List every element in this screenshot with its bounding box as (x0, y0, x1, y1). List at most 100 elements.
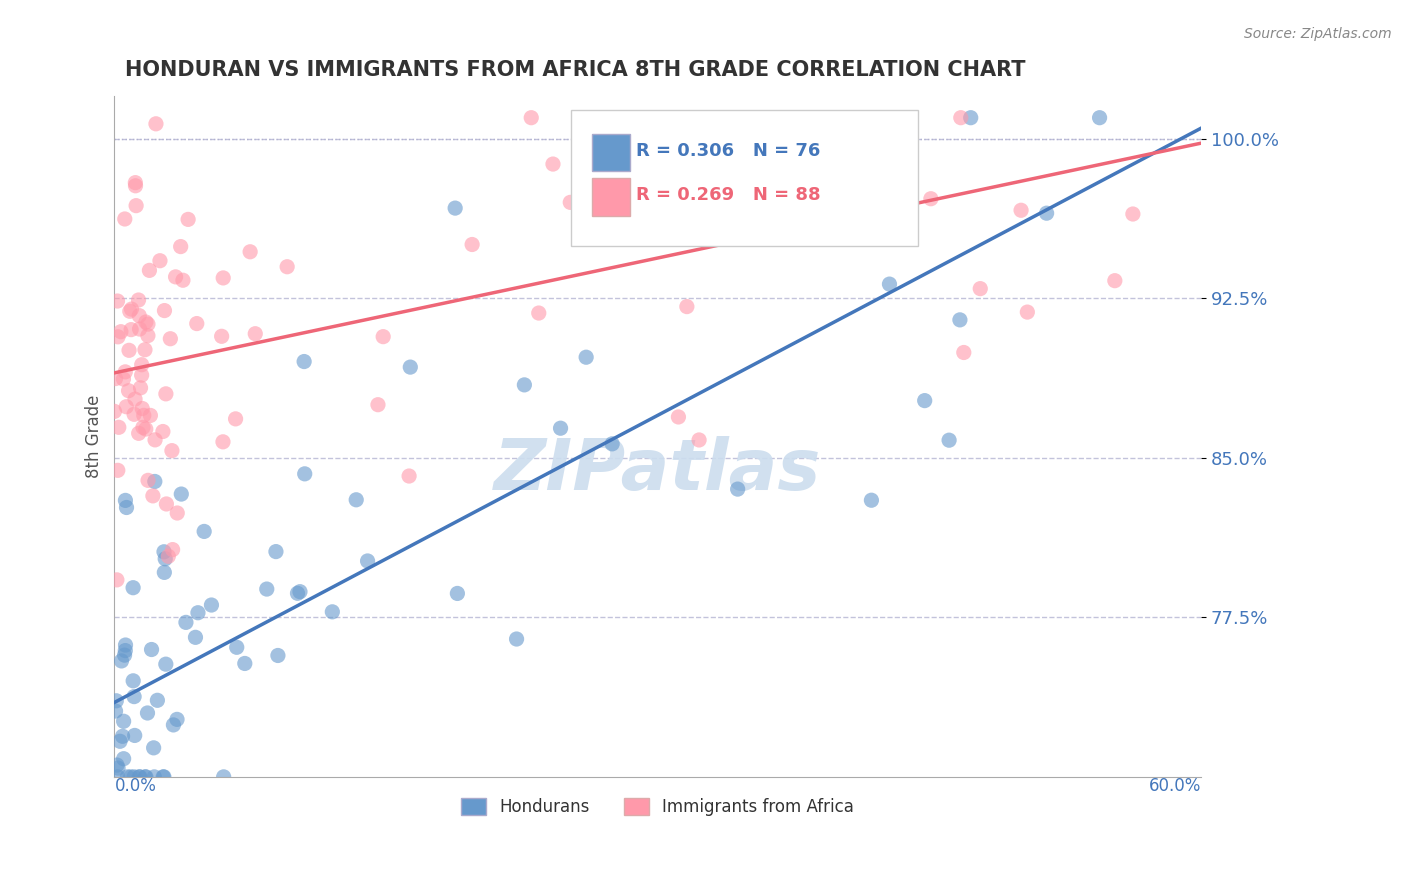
Hondurans (155, 551, 177, 566)
Immigrants from Africa (104, 371, 127, 385)
Hondurans (879, 277, 901, 292)
Immigrants from Africa (949, 111, 972, 125)
Hondurans (117, 770, 139, 784)
Immigrants from Africa (1017, 305, 1039, 319)
Hondurans (142, 740, 165, 755)
Hondurans (107, 770, 129, 784)
Immigrants from Africa (117, 384, 139, 398)
Hondurans (356, 554, 378, 568)
Hondurans (1035, 206, 1057, 220)
Hondurans (122, 673, 145, 688)
Immigrants from Africa (105, 573, 128, 587)
Hondurans (166, 712, 188, 726)
Immigrants from Africa (665, 111, 688, 125)
Immigrants from Africa (121, 302, 143, 317)
Hondurans (104, 704, 127, 718)
Immigrants from Africa (152, 425, 174, 439)
Immigrants from Africa (952, 345, 974, 359)
Immigrants from Africa (118, 304, 141, 318)
Immigrants from Africa (160, 443, 183, 458)
Hondurans (225, 640, 247, 655)
Hondurans (115, 500, 138, 515)
Immigrants from Africa (138, 263, 160, 277)
Immigrants from Africa (124, 392, 146, 406)
Immigrants from Africa (212, 271, 235, 285)
Immigrants from Africa (107, 330, 129, 344)
Hondurans (128, 770, 150, 784)
Immigrants from Africa (112, 372, 135, 386)
Hondurans (233, 657, 256, 671)
Immigrants from Africa (398, 469, 420, 483)
Immigrants from Africa (624, 175, 647, 189)
Immigrants from Africa (157, 549, 180, 564)
FancyBboxPatch shape (592, 178, 630, 216)
Immigrants from Africa (367, 398, 389, 412)
Immigrants from Africa (128, 322, 150, 336)
Immigrants from Africa (128, 309, 150, 323)
Immigrants from Africa (211, 329, 233, 343)
Hondurans (949, 313, 972, 327)
Text: ZIPatlas: ZIPatlas (494, 436, 821, 505)
Hondurans (444, 201, 467, 215)
Immigrants from Africa (131, 358, 153, 372)
Immigrants from Africa (920, 192, 942, 206)
Hondurans (256, 582, 278, 596)
Hondurans (399, 360, 422, 375)
Immigrants from Africa (225, 412, 247, 426)
Hondurans (114, 638, 136, 652)
Immigrants from Africa (128, 293, 150, 307)
Immigrants from Africa (676, 300, 699, 314)
Hondurans (120, 770, 142, 784)
Immigrants from Africa (132, 420, 155, 434)
Immigrants from Africa (541, 157, 564, 171)
FancyBboxPatch shape (592, 134, 630, 171)
Immigrants from Africa (114, 365, 136, 379)
Immigrants from Africa (170, 239, 193, 253)
Hondurans (344, 492, 367, 507)
Immigrants from Africa (668, 409, 690, 424)
Immigrants from Africa (129, 381, 152, 395)
Immigrants from Africa (560, 195, 582, 210)
Immigrants from Africa (245, 326, 267, 341)
Text: HONDURAN VS IMMIGRANTS FROM AFRICA 8TH GRADE CORRELATION CHART: HONDURAN VS IMMIGRANTS FROM AFRICA 8TH G… (125, 60, 1026, 79)
Immigrants from Africa (688, 433, 710, 447)
Hondurans (153, 770, 176, 784)
Immigrants from Africa (654, 121, 676, 136)
Hondurans (287, 586, 309, 600)
Hondurans (187, 606, 209, 620)
Immigrants from Africa (107, 420, 129, 434)
Immigrants from Africa (132, 409, 155, 423)
Text: R = 0.269   N = 88: R = 0.269 N = 88 (636, 186, 821, 204)
Hondurans (860, 493, 883, 508)
Hondurans (727, 482, 749, 496)
Hondurans (152, 770, 174, 784)
Hondurans (146, 693, 169, 707)
Hondurans (135, 770, 157, 784)
Hondurans (111, 729, 134, 743)
Immigrants from Africa (155, 387, 177, 401)
Immigrants from Africa (118, 343, 141, 358)
Immigrants from Africa (186, 317, 208, 331)
Immigrants from Africa (131, 401, 153, 416)
Hondurans (292, 354, 315, 368)
Immigrants from Africa (1104, 274, 1126, 288)
Hondurans (143, 475, 166, 489)
Hondurans (114, 493, 136, 508)
Hondurans (143, 770, 166, 784)
Immigrants from Africa (131, 368, 153, 383)
Immigrants from Africa (124, 176, 146, 190)
Immigrants from Africa (1122, 207, 1144, 221)
Hondurans (105, 758, 128, 772)
Hondurans (174, 615, 197, 630)
Immigrants from Africa (212, 434, 235, 449)
Immigrants from Africa (115, 400, 138, 414)
Hondurans (959, 111, 981, 125)
Hondurans (264, 544, 287, 558)
Hondurans (162, 718, 184, 732)
Immigrants from Africa (139, 409, 162, 423)
Hondurans (114, 648, 136, 662)
Hondurans (294, 467, 316, 481)
Hondurans (112, 752, 135, 766)
Text: Source: ZipAtlas.com: Source: ZipAtlas.com (1244, 27, 1392, 41)
Immigrants from Africa (276, 260, 298, 274)
